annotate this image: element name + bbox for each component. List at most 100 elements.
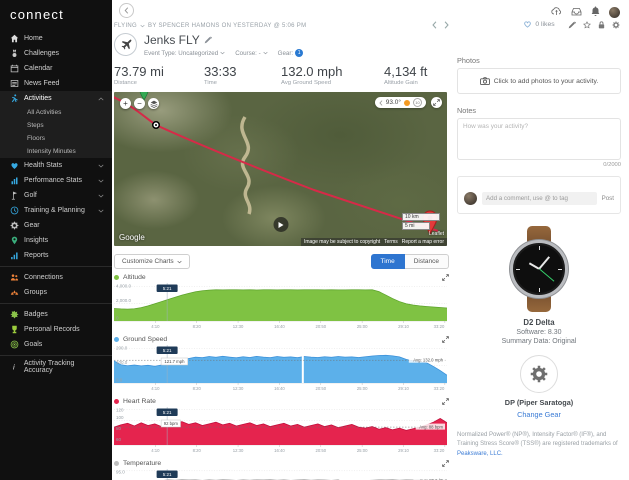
google-logo: Google	[119, 233, 145, 242]
sidebar-item-calendar[interactable]: Calendar	[0, 61, 112, 76]
chevron-down-icon	[98, 194, 104, 198]
map-copyright-bar: Image may be subject to copyright Terms …	[300, 238, 447, 246]
chart-plot[interactable]: 200.0 100.0 0.0 4:10 8:20 12:30 16:40 20:50 25:0…	[114, 345, 447, 393]
next-activity-icon[interactable]	[444, 21, 449, 29]
inbox-icon[interactable]	[571, 3, 582, 21]
prev-activity-icon[interactable]	[432, 21, 437, 29]
add-photos-dropzone[interactable]: Click to add photos to your activity.	[457, 68, 621, 94]
course-dropdown[interactable]: Course: -	[235, 50, 268, 57]
edit-title-pencil-icon[interactable]	[204, 36, 212, 44]
sidebar-item-personal-records[interactable]: Personal Records	[0, 322, 112, 337]
favorite-star-icon[interactable]	[583, 21, 591, 29]
svg-text:0: 0	[116, 316, 119, 321]
map-layers-button[interactable]	[148, 98, 159, 109]
sidebar-item-activity-tracking-accuracy[interactable]: i Activity Tracking Accuracy	[0, 359, 112, 374]
customize-charts-button[interactable]: Customize Charts	[114, 254, 190, 269]
event-type-dropdown[interactable]: Event Type: Uncategorized	[144, 50, 225, 57]
sidebar-item-health-stats[interactable]: Health Stats	[0, 158, 112, 173]
map-terms-link[interactable]: Terms	[384, 239, 398, 245]
gear-count[interactable]: Gear: 1	[278, 49, 304, 57]
expand-chart-icon[interactable]	[442, 460, 449, 467]
settings-gear-icon[interactable]	[612, 21, 620, 29]
breadcrumb: FLYING BY SPENCER HAMONS ON YESTERDAY @ …	[114, 18, 449, 31]
edit-activity-icon[interactable]	[568, 21, 576, 29]
flying-activity-icon	[114, 33, 137, 56]
svg-text:120: 120	[116, 408, 124, 413]
sidebar-item-badges[interactable]: Badges	[0, 307, 112, 322]
gear-name[interactable]: DP (Piper Saratoga)	[504, 398, 574, 407]
map-report-link[interactable]: Report a map error	[401, 239, 444, 245]
activity-map[interactable]: + − 93.0° 10 Google 10 km 5 mi Leaflet I…	[114, 92, 447, 246]
sidebar-item-floors[interactable]: Floors	[0, 132, 112, 145]
sidebar-item-goals[interactable]: Goals	[0, 337, 112, 352]
sidebar-item-intensity-minutes[interactable]: Intensity Minutes	[0, 145, 112, 158]
svg-text:8:20: 8:20	[193, 448, 202, 453]
notes-char-counter: 0/2000	[603, 162, 621, 168]
sidebar-item-label: Challenges	[24, 50, 60, 57]
legal-disclaimer: Normalized Power® (NP®), Intensity Facto…	[457, 432, 618, 457]
activity-pager	[432, 21, 449, 29]
heart-icon	[10, 161, 24, 170]
distance-toggle-button[interactable]: Distance	[404, 254, 449, 269]
chart-title: Temperature	[123, 460, 162, 467]
svg-text:29:10: 29:10	[398, 324, 409, 329]
sidebar-item-label: Badges	[24, 311, 48, 318]
sidebar-item-reports[interactable]: Reports	[0, 248, 112, 263]
map-zoom-out-button[interactable]: −	[134, 98, 145, 109]
sidebar-item-steps[interactable]: Steps	[0, 119, 112, 132]
svg-text:95.0: 95.0	[116, 470, 125, 475]
chart-plot[interactable]: 95.04:108:2012:3016:4020:5025:0029:1033:…	[114, 469, 447, 480]
device-name[interactable]: D2 Delta	[523, 318, 555, 327]
map-zoom-in-button[interactable]: +	[120, 98, 131, 109]
post-comment-button[interactable]: Post	[601, 195, 614, 202]
notifications-bell-icon[interactable]	[591, 3, 600, 21]
playback-button[interactable]	[273, 217, 288, 232]
svg-text:80: 80	[116, 426, 122, 431]
map-data-pill[interactable]: 93.0° 10	[374, 97, 426, 108]
chevron-left-icon	[379, 99, 383, 106]
notes-input[interactable]: How was your activity?	[457, 118, 621, 160]
leaflet-attribution[interactable]: Leaflet	[428, 231, 444, 237]
sidebar-item-groups[interactable]: Groups	[0, 285, 112, 300]
chart-series-dot	[114, 399, 119, 404]
comment-input[interactable]: Add a comment, use @ to tag	[482, 192, 597, 205]
sidebar-item-performance-stats[interactable]: Performance Stats	[0, 173, 112, 188]
likes[interactable]: 0 likes	[457, 20, 621, 28]
chart-plot[interactable]: 4,000.0 2,000.0 0 4:10 8:20 12:30 16:40 20:50 25…	[114, 283, 447, 331]
change-gear-link[interactable]: Change Gear	[517, 410, 561, 419]
sidebar-item-home[interactable]: Home	[0, 31, 112, 46]
sidebar-item-news-feed[interactable]: News Feed	[0, 76, 112, 91]
expand-chart-icon[interactable]	[442, 398, 449, 405]
commenter-avatar	[464, 192, 477, 205]
expand-chart-icon[interactable]	[442, 336, 449, 343]
svg-text:5:21: 5:21	[163, 472, 172, 477]
sidebar-item-connections[interactable]: Connections	[0, 270, 112, 285]
news-feed-icon	[10, 79, 24, 88]
sidebar-item-golf[interactable]: Golf	[0, 188, 112, 203]
chart-plot[interactable]: 120 100 80 60 4:10 8:20 12:30 16:40 20:50 25:00 29…	[114, 407, 447, 455]
sidebar-item-training-planning[interactable]: Training & Planning	[0, 203, 112, 218]
svg-text:16:40: 16:40	[274, 448, 285, 453]
time-toggle-button[interactable]: Time	[370, 254, 405, 269]
svg-text:5:21: 5:21	[163, 348, 172, 353]
charts-toolbar: Customize Charts Time Distance	[114, 254, 449, 269]
back-button[interactable]	[119, 3, 134, 18]
map-fullscreen-button[interactable]	[431, 97, 442, 108]
sidebar-item-activities[interactable]: Activities	[0, 91, 112, 106]
privacy-lock-icon[interactable]	[598, 21, 605, 29]
upload-cloud-icon[interactable]	[551, 3, 562, 21]
badge-icon	[10, 310, 24, 319]
user-avatar[interactable]	[609, 6, 620, 18]
sidebar-item-all-activities[interactable]: All Activities	[0, 106, 112, 119]
sidebar-item-gear[interactable]: Gear	[0, 218, 112, 233]
expand-chart-icon[interactable]	[442, 274, 449, 281]
target-icon	[10, 340, 24, 349]
sidebar-item-label: Floors	[27, 135, 46, 142]
svg-text:200.0: 200.0	[116, 346, 128, 351]
peaksware-link[interactable]: Peaksware, LLC.	[457, 450, 503, 457]
activity-type-dropdown[interactable]: FLYING	[114, 22, 138, 29]
sidebar-item-insights[interactable]: Insights	[0, 233, 112, 248]
svg-text:100.0: 100.0	[116, 360, 128, 365]
sidebar-item-challenges[interactable]: Challenges	[0, 46, 112, 61]
garmin-connect-logo[interactable]: connect	[10, 7, 64, 22]
